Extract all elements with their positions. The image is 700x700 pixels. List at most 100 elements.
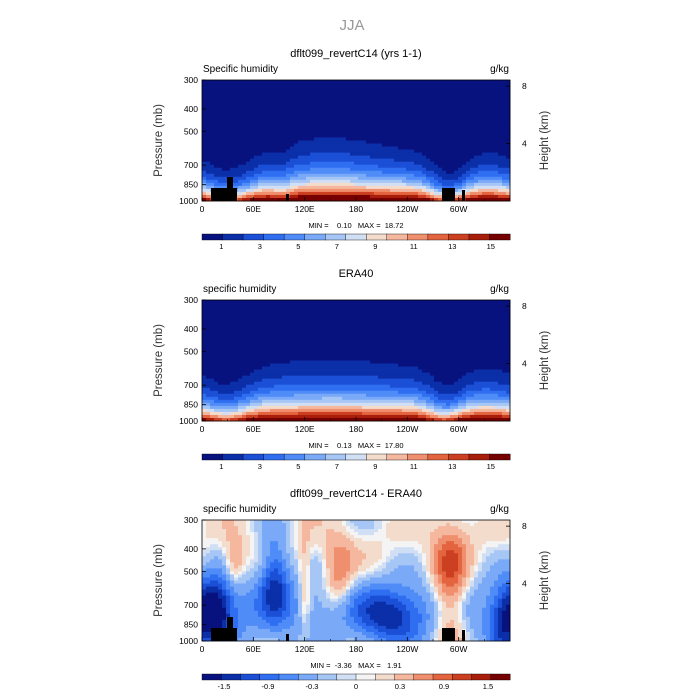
contour-cell	[254, 306, 259, 310]
contour-cell	[290, 95, 295, 99]
contour-cell	[398, 176, 403, 181]
contour-cell	[434, 345, 439, 349]
contour-cell	[242, 86, 247, 90]
contour-cell	[418, 306, 423, 310]
contour-cell	[294, 134, 299, 138]
contour-cell	[450, 309, 455, 313]
contour-cell	[410, 300, 415, 304]
x-tick-label: 0	[200, 204, 205, 214]
contour-cell	[490, 119, 495, 123]
contour-cell	[334, 303, 339, 307]
contour-cell	[338, 128, 343, 132]
contour-cell	[258, 363, 263, 367]
contour-cell	[306, 167, 311, 172]
contour-cell	[230, 167, 235, 172]
contour-cell	[274, 194, 279, 199]
contour-cell	[318, 152, 323, 157]
contour-cell	[218, 134, 223, 138]
contour-cell	[234, 300, 239, 304]
contour-cell	[370, 104, 375, 108]
contour-cell	[214, 351, 219, 355]
contour-cell	[230, 357, 235, 361]
contour-cell	[438, 336, 443, 340]
contour-cell	[438, 357, 443, 361]
contour-cell	[214, 170, 219, 175]
colorbar-label: 15	[487, 242, 495, 251]
contour-cell	[242, 146, 247, 150]
contour-cell	[458, 173, 463, 178]
contour-cell	[310, 98, 315, 102]
contour-cell	[422, 98, 427, 102]
contour-cell	[286, 176, 291, 181]
contour-cell	[366, 360, 371, 364]
contour-cell	[250, 86, 255, 90]
contour-cell	[298, 306, 303, 310]
contour-cell	[250, 357, 255, 361]
contour-cell	[318, 107, 323, 111]
contour-cell	[246, 191, 251, 196]
contour-cell	[474, 164, 479, 169]
contour-cell	[254, 333, 259, 337]
contour-cell	[326, 122, 331, 126]
contour-cell	[310, 173, 315, 178]
contour-cell	[434, 303, 439, 307]
contour-cell	[394, 149, 399, 154]
contour-cell	[498, 312, 503, 316]
contour-cell	[414, 80, 419, 84]
contour-cell	[454, 131, 459, 135]
contour-cell	[442, 140, 447, 144]
contour-cell	[298, 312, 303, 316]
contour-cell	[446, 333, 451, 337]
contour-cell	[394, 324, 399, 328]
contour-cell	[446, 113, 451, 117]
contour-cell	[370, 101, 375, 105]
contour-cell	[402, 110, 407, 114]
contour-cell	[278, 110, 283, 114]
contour-cell	[230, 104, 235, 108]
contour-cell	[350, 137, 355, 141]
contour-cell	[258, 80, 263, 84]
contour-cell	[498, 101, 503, 105]
contour-cell	[370, 110, 375, 114]
contour-cell	[214, 80, 219, 84]
contour-cell	[458, 86, 463, 90]
contour-cell	[446, 336, 451, 340]
contour-cell	[414, 327, 419, 331]
contour-cell	[462, 86, 467, 90]
contour-cell	[438, 185, 443, 190]
contour-cell	[322, 179, 327, 184]
contour-cell	[278, 333, 283, 337]
contour-cell	[330, 194, 335, 199]
contour-cell	[474, 143, 479, 147]
contour-cell	[378, 188, 383, 193]
contour-cell	[234, 318, 239, 322]
contour-cell	[398, 146, 403, 150]
contour-cell	[302, 321, 307, 325]
contour-cell	[446, 309, 451, 313]
contour-cell	[406, 173, 411, 178]
contour-cell	[438, 182, 443, 187]
contour-cell	[342, 158, 347, 163]
contour-cell	[410, 345, 415, 349]
contour-cell	[246, 134, 251, 138]
contour-cell	[386, 101, 391, 105]
contour-cell	[482, 83, 487, 87]
contour-cell	[358, 194, 363, 199]
contour-cell	[294, 170, 299, 175]
contour-cell	[238, 188, 243, 193]
contour-cell	[238, 95, 243, 99]
contour-cell	[314, 309, 319, 313]
contour-cell	[222, 351, 227, 355]
contour-cell	[322, 95, 327, 99]
contour-cell	[390, 363, 395, 367]
contour-cell	[386, 92, 391, 96]
contour-cell	[486, 104, 491, 108]
contour-cell	[382, 354, 387, 358]
contour-cell	[374, 149, 379, 154]
contour-cell	[450, 345, 455, 349]
contour-cell	[330, 152, 335, 157]
contour-cell	[214, 309, 219, 313]
contour-cell	[274, 161, 279, 166]
contour-cell	[210, 360, 215, 364]
contour-cell	[502, 179, 507, 184]
